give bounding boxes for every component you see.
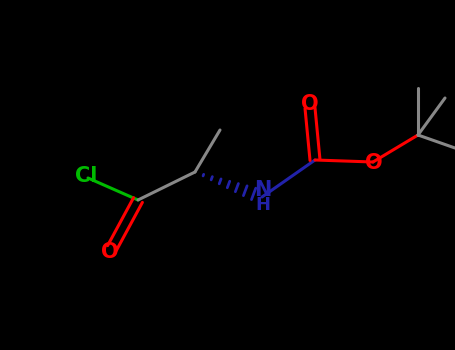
Text: O: O	[365, 153, 383, 173]
Text: O: O	[101, 242, 119, 262]
Text: O: O	[301, 94, 319, 114]
Text: H: H	[256, 196, 271, 214]
Text: N: N	[254, 180, 272, 200]
Text: Cl: Cl	[75, 166, 97, 186]
